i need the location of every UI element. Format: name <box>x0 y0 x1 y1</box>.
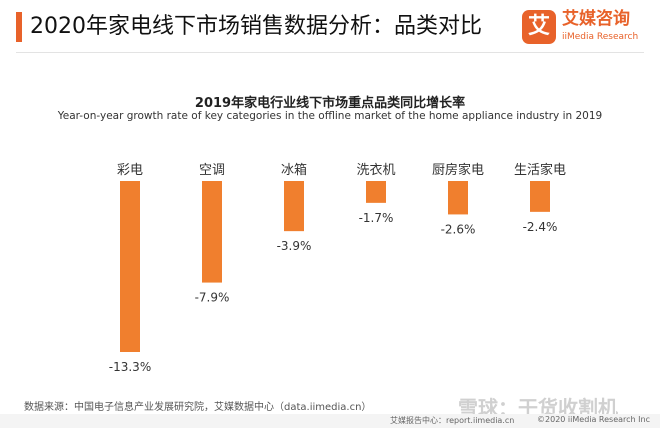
value-label: -7.9% <box>195 291 230 305</box>
category-label: 冰箱 <box>281 162 307 178</box>
title-accent-bar <box>16 12 22 42</box>
copyright-note: ©2020 iiMedia Research Inc <box>537 415 650 424</box>
bar <box>448 181 468 215</box>
header-divider <box>16 52 644 53</box>
value-label: -3.9% <box>277 239 312 253</box>
category-label: 生活家电 <box>514 162 566 178</box>
data-source-note: 数据来源：中国电子信息产业发展研究院，艾媒数据中心（data.iimedia.c… <box>24 402 372 413</box>
chart-title: 2019年家电行业线下市场重点品类同比增长率 <box>194 96 466 111</box>
logo-chinese-name: 艾媒咨询 <box>562 9 630 29</box>
value-label: -1.7% <box>359 211 394 225</box>
value-label: -2.4% <box>523 220 558 234</box>
logo-english-name: iiMedia Research <box>562 32 639 42</box>
category-label: 厨房家电 <box>432 162 484 178</box>
bar <box>366 181 386 203</box>
value-label: -13.3% <box>109 360 151 374</box>
footer-bar <box>0 414 660 428</box>
value-label: -2.6% <box>441 222 476 236</box>
category-label: 空调 <box>199 163 225 178</box>
category-label: 彩电 <box>117 163 143 178</box>
iimedia-logo: 艾 艾媒咨询 iiMedia Research <box>522 8 652 48</box>
logo-mark-icon: 艾 <box>522 10 556 44</box>
bar <box>284 181 304 232</box>
chart-subtitle: Year-on-year growth rate of key categori… <box>57 110 603 122</box>
bar <box>202 181 222 283</box>
category-label: 洗衣机 <box>356 162 395 178</box>
report-center-link: 艾媒报告中心：report.iimedia.cn <box>390 416 515 425</box>
page-title: 2020年家电线下市场销售数据分析：品类对比 <box>30 14 482 39</box>
bar <box>530 181 550 212</box>
bar <box>120 181 140 352</box>
